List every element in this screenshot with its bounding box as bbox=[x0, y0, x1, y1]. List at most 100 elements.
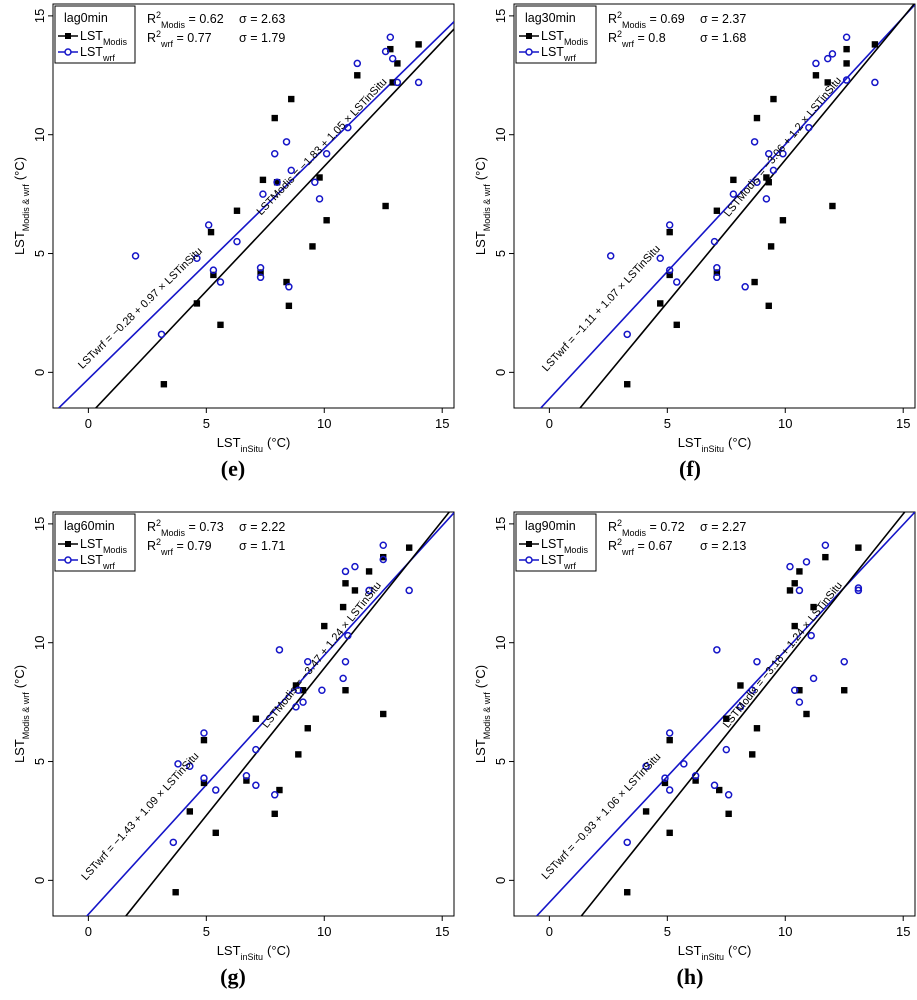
modis-point bbox=[200, 779, 208, 787]
x-tick-label: 0 bbox=[546, 924, 553, 939]
x-tick-label: 15 bbox=[435, 924, 449, 939]
modis-point bbox=[271, 114, 278, 122]
wrf-point bbox=[393, 78, 402, 87]
wrf-point bbox=[828, 50, 837, 58]
y-axis-label: LSTModis & wrf(°C) bbox=[473, 665, 492, 763]
modis-point bbox=[316, 174, 323, 181]
modis-point bbox=[288, 95, 295, 103]
wrf-point bbox=[854, 586, 863, 595]
y-tick-label: 15 bbox=[493, 9, 508, 23]
sigma-modis-value: 2.22 bbox=[261, 520, 285, 534]
stats-block: R2Modis = 0.73 σ = 2.22 R2wrf = 0.79 σ = 1.… bbox=[147, 518, 285, 557]
wrf-point bbox=[722, 745, 731, 754]
wrf-point bbox=[809, 674, 818, 683]
plot-frame bbox=[52, 511, 455, 917]
modis-point bbox=[354, 72, 361, 79]
wrf-point bbox=[805, 123, 813, 132]
wrf-fit-equation: LSTwrf = −1.11 + 1.07 × LSTinSitu bbox=[540, 243, 663, 374]
wrf-point bbox=[753, 178, 761, 186]
modis-point bbox=[796, 687, 803, 694]
wrf-point bbox=[322, 149, 331, 158]
scatter-panel-3: 0 5 10 15 0 5 10 15 LSTinSitu (°C) LSTModis & wrf(… bbox=[12, 511, 455, 962]
legend-modis-label: LSTModis bbox=[80, 29, 127, 47]
y-axis-label: LSTModis & wrf(°C) bbox=[12, 665, 31, 763]
modis-point bbox=[193, 300, 201, 307]
wrf-fit-equation: LSTwrf = −1.43 + 1.09 × LSTinSitu bbox=[79, 750, 201, 883]
modis-point bbox=[673, 321, 680, 329]
legend-wrf-label: LSTwrf bbox=[541, 45, 576, 63]
wrf-point bbox=[842, 76, 851, 84]
modis-point bbox=[749, 751, 756, 758]
wrf-point bbox=[673, 278, 681, 286]
modis-point bbox=[339, 603, 347, 611]
wrf-point bbox=[786, 562, 794, 571]
wrf-point bbox=[821, 541, 830, 550]
modis-point bbox=[730, 176, 737, 184]
legend-modis-label: LSTModis bbox=[80, 537, 127, 555]
wrf-point bbox=[252, 781, 260, 790]
modis-point bbox=[829, 202, 836, 210]
modis-point bbox=[382, 202, 389, 210]
r2-wrf-value: 0.67 bbox=[648, 539, 672, 553]
r2-modis-value: 0.72 bbox=[660, 520, 684, 534]
modis-point bbox=[285, 302, 293, 310]
wrf-point bbox=[256, 273, 265, 282]
wrf-point bbox=[680, 760, 688, 768]
y-tick-label: 10 bbox=[32, 635, 47, 649]
modis-point bbox=[843, 45, 850, 53]
sigma-modis-text: σ = 2.22 bbox=[239, 520, 285, 534]
panel-label: (g) bbox=[220, 964, 246, 989]
modis-point bbox=[389, 79, 396, 86]
data-points bbox=[623, 541, 863, 896]
modis-point bbox=[737, 682, 744, 689]
modis-point bbox=[666, 829, 673, 837]
r2-modis-text: R2Modis = 0.62 bbox=[147, 10, 224, 30]
wrf-point bbox=[256, 264, 265, 272]
legend-modis-marker bbox=[526, 33, 532, 39]
modis-point bbox=[657, 300, 664, 307]
panel-label: (e) bbox=[221, 456, 245, 481]
wrf-point bbox=[273, 178, 281, 186]
wrf-point bbox=[762, 195, 771, 203]
modis-point bbox=[666, 736, 673, 744]
modis-point bbox=[252, 715, 260, 722]
sigma-modis-value: 2.27 bbox=[722, 520, 746, 534]
wrf-point bbox=[169, 838, 178, 847]
modis-point bbox=[342, 580, 349, 587]
sigma-modis-text: σ = 2.37 bbox=[700, 12, 746, 26]
modis-point bbox=[824, 79, 831, 86]
modis-point bbox=[323, 217, 330, 224]
wrf-point bbox=[353, 59, 362, 68]
sigma-wrf-value: 1.71 bbox=[261, 539, 285, 553]
wrf-point bbox=[209, 266, 218, 274]
modis-point bbox=[292, 682, 300, 689]
wrf-point bbox=[365, 586, 373, 595]
x-tick-label: 10 bbox=[778, 924, 792, 939]
wrf-point bbox=[270, 149, 279, 158]
modis-point bbox=[257, 269, 264, 276]
data-points bbox=[169, 541, 413, 896]
wrf-point bbox=[741, 283, 749, 291]
wrf-point bbox=[186, 762, 194, 771]
wrf-point bbox=[282, 138, 291, 146]
wrf-point bbox=[193, 254, 201, 263]
modis-point bbox=[172, 889, 179, 896]
modis-point bbox=[387, 45, 394, 53]
x-tick-label: 0 bbox=[546, 416, 553, 431]
r2-wrf-value: 0.77 bbox=[187, 31, 211, 45]
modis-fit-line bbox=[580, 512, 906, 916]
wrf-point bbox=[275, 646, 284, 654]
modis-point bbox=[803, 710, 810, 718]
wrf-point bbox=[665, 786, 674, 794]
wrf-point bbox=[750, 138, 759, 146]
modis-point bbox=[212, 829, 219, 837]
wrf-point bbox=[710, 781, 719, 790]
sigma-wrf-text: σ = 1.79 bbox=[239, 31, 285, 45]
modis-point bbox=[661, 779, 669, 787]
wrf-point bbox=[710, 237, 719, 246]
wrf-point bbox=[318, 686, 326, 694]
modis-point bbox=[321, 622, 328, 630]
wrf-point bbox=[339, 674, 347, 683]
